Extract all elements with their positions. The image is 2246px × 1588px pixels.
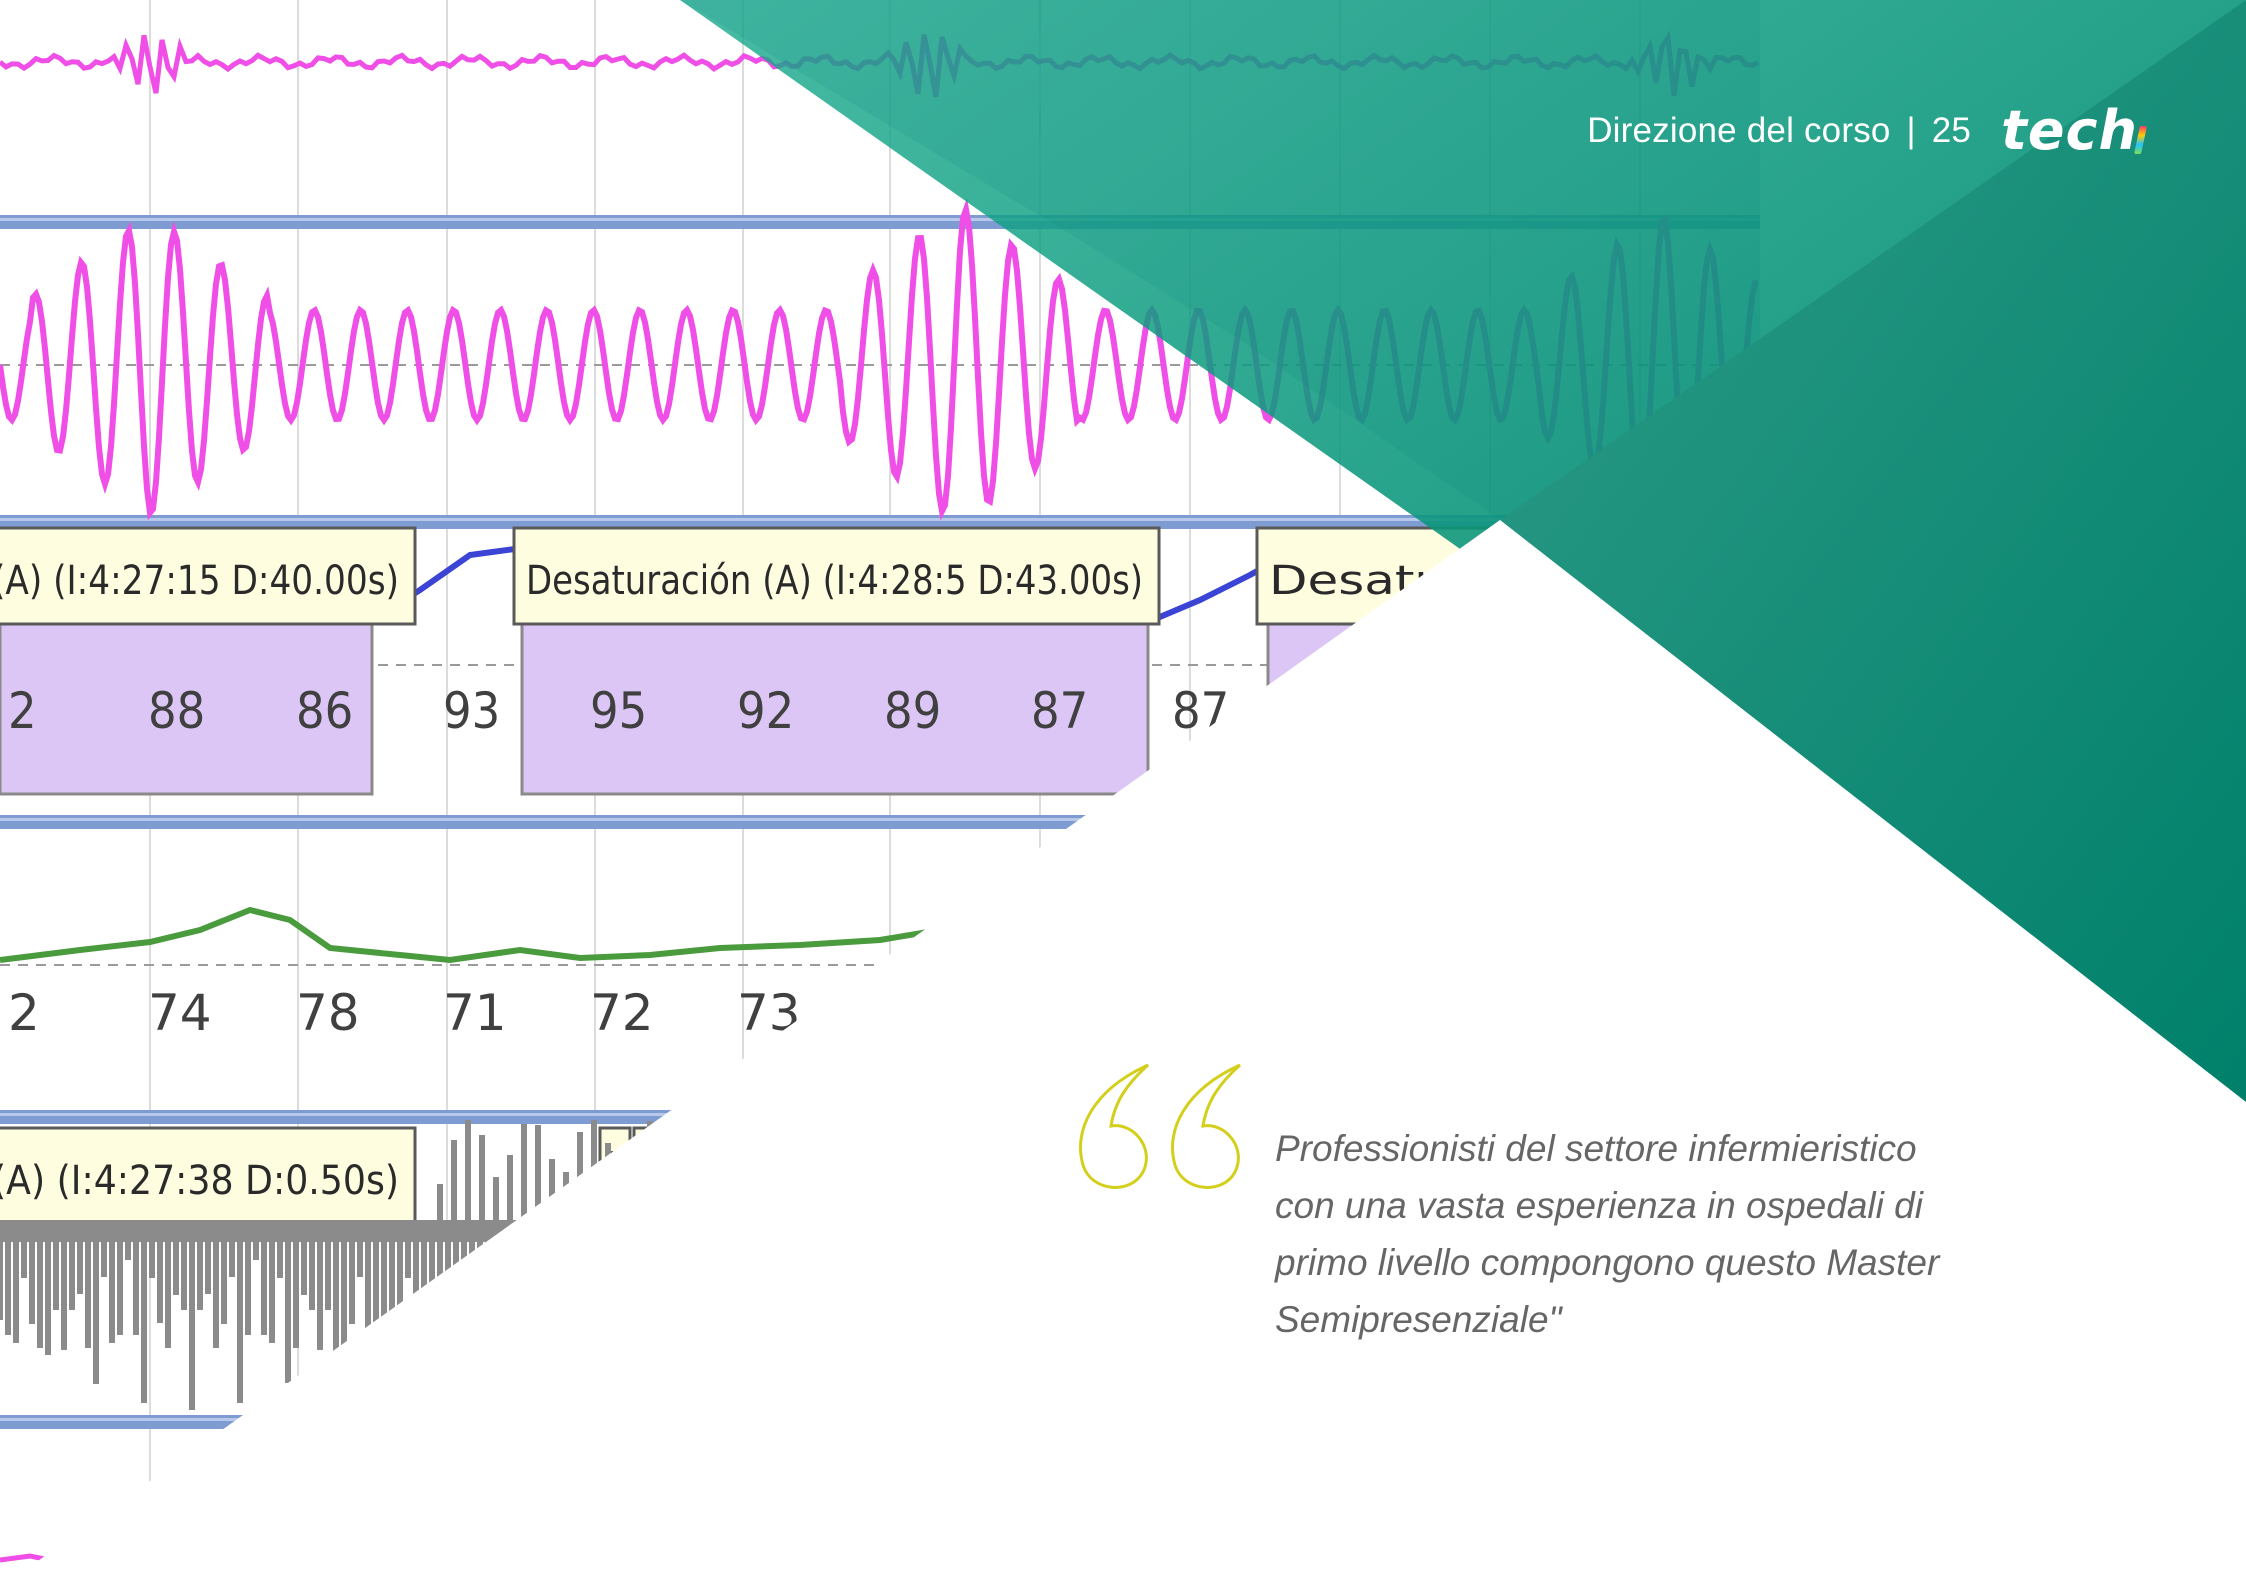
annotation-tooltip-0: (A) (I:4:27:15 D:40.00s) bbox=[0, 526, 417, 626]
tooltip-text: (A) (I:4:27:15 D:40.00s) bbox=[0, 558, 399, 604]
quote-mark-glyph-1 bbox=[1171, 1063, 1242, 1189]
spo2-value-6: 89 bbox=[884, 682, 941, 740]
teal-overlay-solid bbox=[1500, 0, 2246, 1102]
logo-letter-h: h bbox=[2098, 99, 2138, 162]
spo2-value-0: 2 bbox=[8, 682, 37, 740]
quote-text: Professionisti del settore infermieristi… bbox=[1275, 1128, 1940, 1340]
spo2-value-3: 93 bbox=[443, 682, 500, 740]
page-number: 25 bbox=[1931, 111, 1972, 150]
header-separator: | bbox=[1906, 111, 1916, 150]
tooltip-text: Desaturación (A) (I:4:28:5 D:43.00s) bbox=[526, 558, 1143, 604]
annotation-tooltip-1: Desaturación (A) (I:4:28:5 D:43.00s) bbox=[512, 526, 1161, 626]
logo-last-letter: h bbox=[2099, 104, 2147, 158]
spo2-value-2: 86 bbox=[296, 682, 353, 740]
channel-divider-highlight-1 bbox=[0, 518, 1760, 521]
pulse-value-1: 74 bbox=[148, 984, 212, 1042]
tooltip-text: (A) (I:4:27:38 D:0.50s) bbox=[0, 1158, 399, 1204]
pulse-value-4: 72 bbox=[590, 984, 654, 1042]
annotation-tooltip-3: (A) (I:4:27:38 D:0.50s) bbox=[0, 1126, 417, 1226]
spo2-value-1: 88 bbox=[148, 682, 205, 740]
spo2-value-7: 87 bbox=[1031, 682, 1088, 740]
channel-divider-highlight-2 bbox=[0, 818, 1760, 821]
pulse-value-2: 78 bbox=[296, 984, 360, 1042]
spo2-event-fill-1 bbox=[0, 620, 374, 796]
white-content-panel bbox=[0, 520, 2246, 1588]
spo2-value-5: 92 bbox=[737, 682, 794, 740]
spo2-event-fill-2 bbox=[520, 620, 1150, 796]
tooltip-box bbox=[0, 526, 417, 626]
tooltip-box bbox=[512, 526, 1161, 626]
page-header: Direzione del corso | 25 tech bbox=[1587, 104, 2147, 158]
channel-divider-highlight-0 bbox=[0, 218, 1760, 221]
quote-mark-icon bbox=[1079, 1063, 1242, 1189]
tech-logo: tech bbox=[2001, 104, 2147, 158]
pulse-value-0: 2 bbox=[8, 984, 40, 1042]
section-label: Direzione del corso | 25 bbox=[1587, 111, 1971, 151]
quote-mark-glyph-0 bbox=[1079, 1063, 1150, 1189]
spo2-value-4: 95 bbox=[590, 682, 647, 740]
tooltip-box bbox=[0, 1126, 417, 1226]
logo-text: tec bbox=[2001, 99, 2099, 162]
pulse-value-3: 71 bbox=[443, 984, 507, 1042]
section-title: Direzione del corso bbox=[1587, 111, 1891, 150]
